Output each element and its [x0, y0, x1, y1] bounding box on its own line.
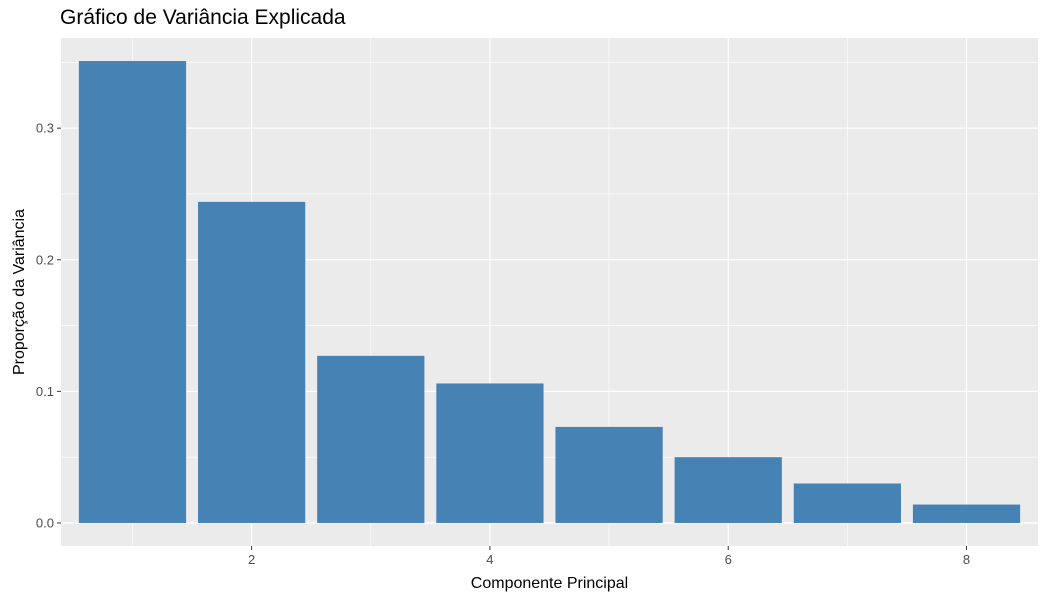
x-axis-ticks: 2 4 6 8 — [248, 546, 970, 567]
bar-pc7 — [793, 483, 901, 523]
bars — [78, 61, 1021, 523]
y-tick-label: 0.3 — [36, 121, 54, 136]
x-tick-label: 2 — [248, 552, 255, 567]
bar-pc3 — [317, 355, 425, 523]
bar-pc1 — [78, 61, 187, 523]
y-tick-label: 0.2 — [36, 252, 54, 267]
chart-title: Gráfico de Variância Explicada — [60, 6, 346, 29]
y-tick-label: 0.0 — [36, 515, 54, 530]
bar-pc8 — [912, 504, 1021, 523]
x-tick-label: 8 — [963, 552, 970, 567]
x-tick-label: 4 — [486, 552, 493, 567]
bar-pc6 — [674, 457, 782, 523]
x-axis-title: Componente Principal — [471, 575, 628, 592]
bar-pc5 — [555, 426, 663, 523]
y-axis-title: Proporção da Variância — [11, 209, 28, 375]
x-tick-label: 6 — [725, 552, 732, 567]
y-tick-label: 0.1 — [36, 384, 54, 399]
bar-pc2 — [198, 201, 306, 523]
y-axis-ticks: 0.0 0.1 0.2 0.3 — [36, 121, 61, 530]
bar-pc4 — [436, 383, 544, 523]
